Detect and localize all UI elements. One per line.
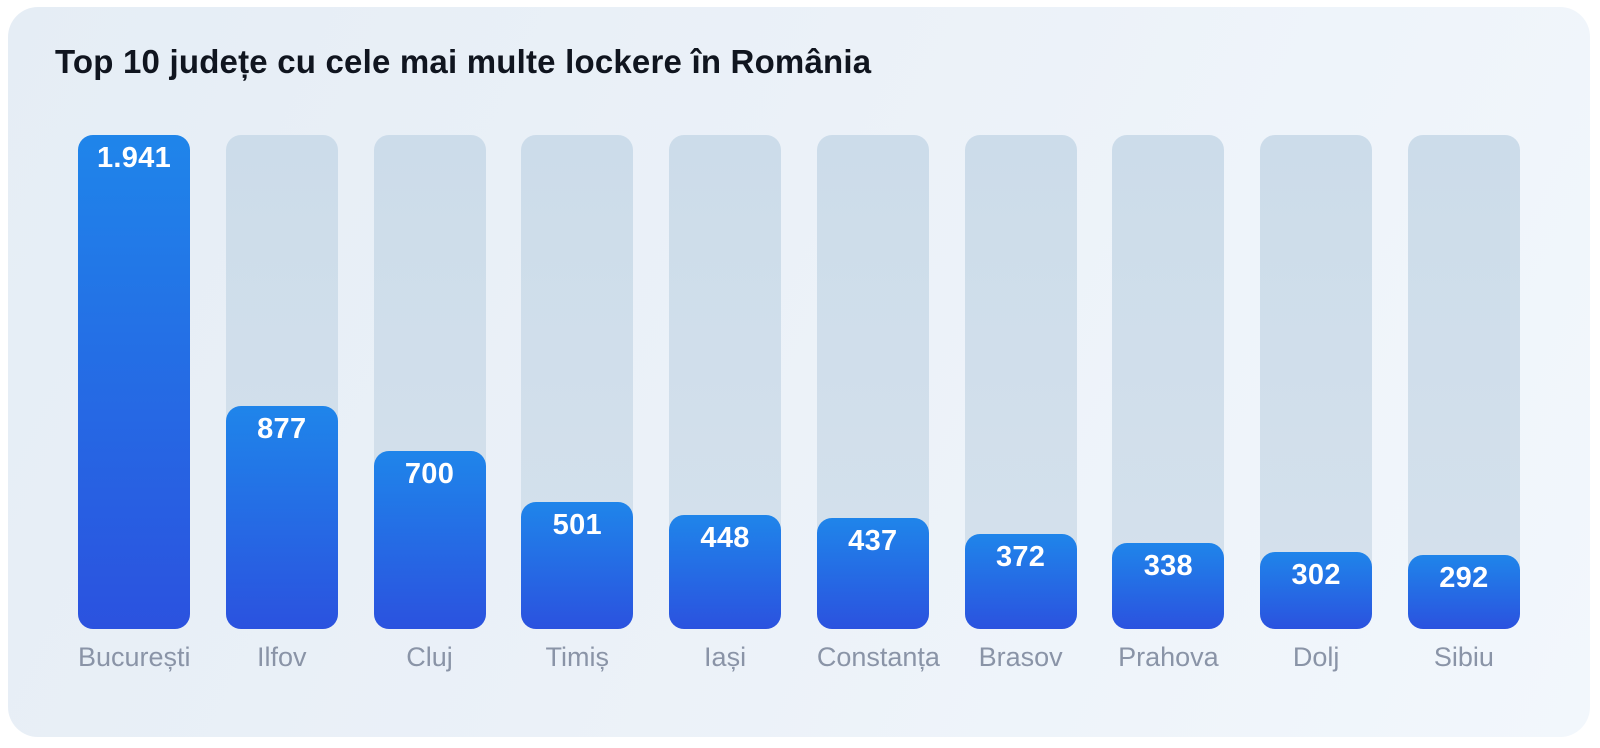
bar-fill: 292 xyxy=(1407,554,1520,629)
bar-value-label: 501 xyxy=(552,508,602,541)
bar-fill: 501 xyxy=(521,501,634,629)
bar-value-label: 448 xyxy=(700,521,750,554)
bar-column-7: 372 Brasov xyxy=(964,135,1077,673)
bar-track: 448 xyxy=(669,135,782,629)
bar-value-label: 302 xyxy=(1291,559,1341,592)
bar-category-label: Cluj xyxy=(406,642,453,672)
bar-column-5: 448 Iași xyxy=(669,135,782,673)
bar-category-label: Dolj xyxy=(1292,642,1340,672)
bar-track: 437 xyxy=(816,135,929,629)
bar-column-9: 302 Dolj xyxy=(1260,135,1373,673)
chart-card: Top 10 județe cu cele mai multe lockere … xyxy=(8,7,1590,737)
bar-category-label: Ilfov xyxy=(257,642,307,672)
bar-fill: 372 xyxy=(964,534,1077,629)
bar-track: 700 xyxy=(373,135,486,629)
bar-fill: 700 xyxy=(373,450,486,629)
bar-category-label: Iași xyxy=(704,642,747,672)
bar-value-label: 338 xyxy=(1143,549,1193,582)
bar-column-10: 292 Sibiu xyxy=(1407,135,1520,673)
bar-value-label: 877 xyxy=(257,412,307,445)
bar-track: 338 xyxy=(1112,135,1225,629)
bar-column-1: 1.941 București xyxy=(78,135,191,673)
bar-value-label: 292 xyxy=(1439,561,1489,594)
bar-fill: 877 xyxy=(225,405,338,629)
bar-value-label: 372 xyxy=(995,541,1046,574)
bar-column-8: 338 Prahova xyxy=(1112,135,1225,673)
bar-column-6: 437 Constanța xyxy=(816,135,940,673)
bar-fill: 448 xyxy=(669,514,782,629)
chart-title: Top 10 județe cu cele mai multe lockere … xyxy=(55,43,872,80)
bar-category-label: București xyxy=(78,642,191,672)
bar-category-label: Prahova xyxy=(1118,642,1219,672)
bar-column-2: 877 Ilfov xyxy=(225,135,338,673)
bar-track: 877 xyxy=(225,135,338,629)
bar-track: 501 xyxy=(521,135,634,629)
bar-column-3: 700 Cluj xyxy=(373,135,486,673)
bar-fill: 338 xyxy=(1112,542,1225,629)
bar-column-4: 501 Timiș xyxy=(521,135,634,673)
bar-chart: 1.941 București 877 Ilfov 700 Cluj 501 Timiș 448… xyxy=(78,135,1520,695)
bar-category-label: Timiș xyxy=(545,642,610,672)
bar-value-label: 700 xyxy=(404,457,455,490)
bar-category-label: Brasov xyxy=(978,642,1063,672)
bar-category-label: Constanța xyxy=(816,642,940,672)
bar-track: 1.941 xyxy=(78,135,190,629)
bar-value-label: 1.941 xyxy=(96,142,172,174)
bar-fill: 302 xyxy=(1260,552,1373,629)
bar-track: 292 xyxy=(1407,135,1520,629)
bar-fill: 1.941 xyxy=(78,135,190,629)
bar-category-label: Sibiu xyxy=(1433,642,1494,672)
bar-fill: 437 xyxy=(816,517,929,629)
bar-value-label: 437 xyxy=(848,524,898,557)
bar-track: 302 xyxy=(1260,135,1373,629)
bar-track: 372 xyxy=(964,135,1077,629)
